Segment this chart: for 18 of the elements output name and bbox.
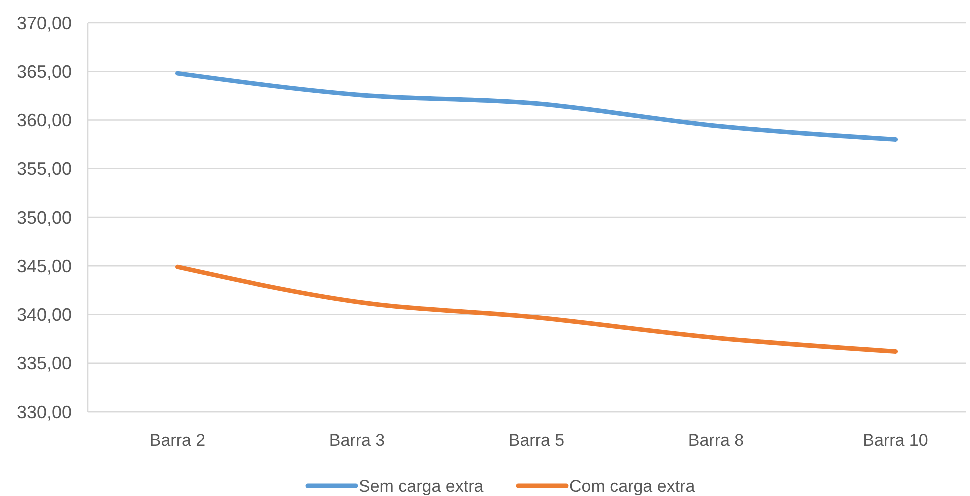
y-tick-label: 365,00 xyxy=(16,62,72,82)
line-series xyxy=(176,264,898,354)
y-tick-label: 360,00 xyxy=(16,110,72,131)
x-tick-label: Barra 10 xyxy=(863,431,928,450)
y-tick-label: 370,00 xyxy=(16,13,72,34)
y-tick-label: 355,00 xyxy=(16,159,72,180)
y-tick-label: 340,00 xyxy=(16,305,72,326)
y-tick-label: 350,00 xyxy=(16,208,72,228)
x-tick-label: Barra 2 xyxy=(150,431,206,450)
x-tick-label: Barra 5 xyxy=(508,431,565,450)
legend-label: Sem carga extra xyxy=(359,476,484,496)
y-tick-label: 335,00 xyxy=(16,354,72,374)
y-tick-label: 345,00 xyxy=(16,256,72,276)
x-tick-label: Barra 3 xyxy=(329,431,386,450)
y-tick-label: 330,00 xyxy=(16,402,72,422)
x-tick-label: Barra 8 xyxy=(688,431,744,450)
legend-label: Com carga extra xyxy=(570,476,696,496)
line-series xyxy=(176,71,898,142)
